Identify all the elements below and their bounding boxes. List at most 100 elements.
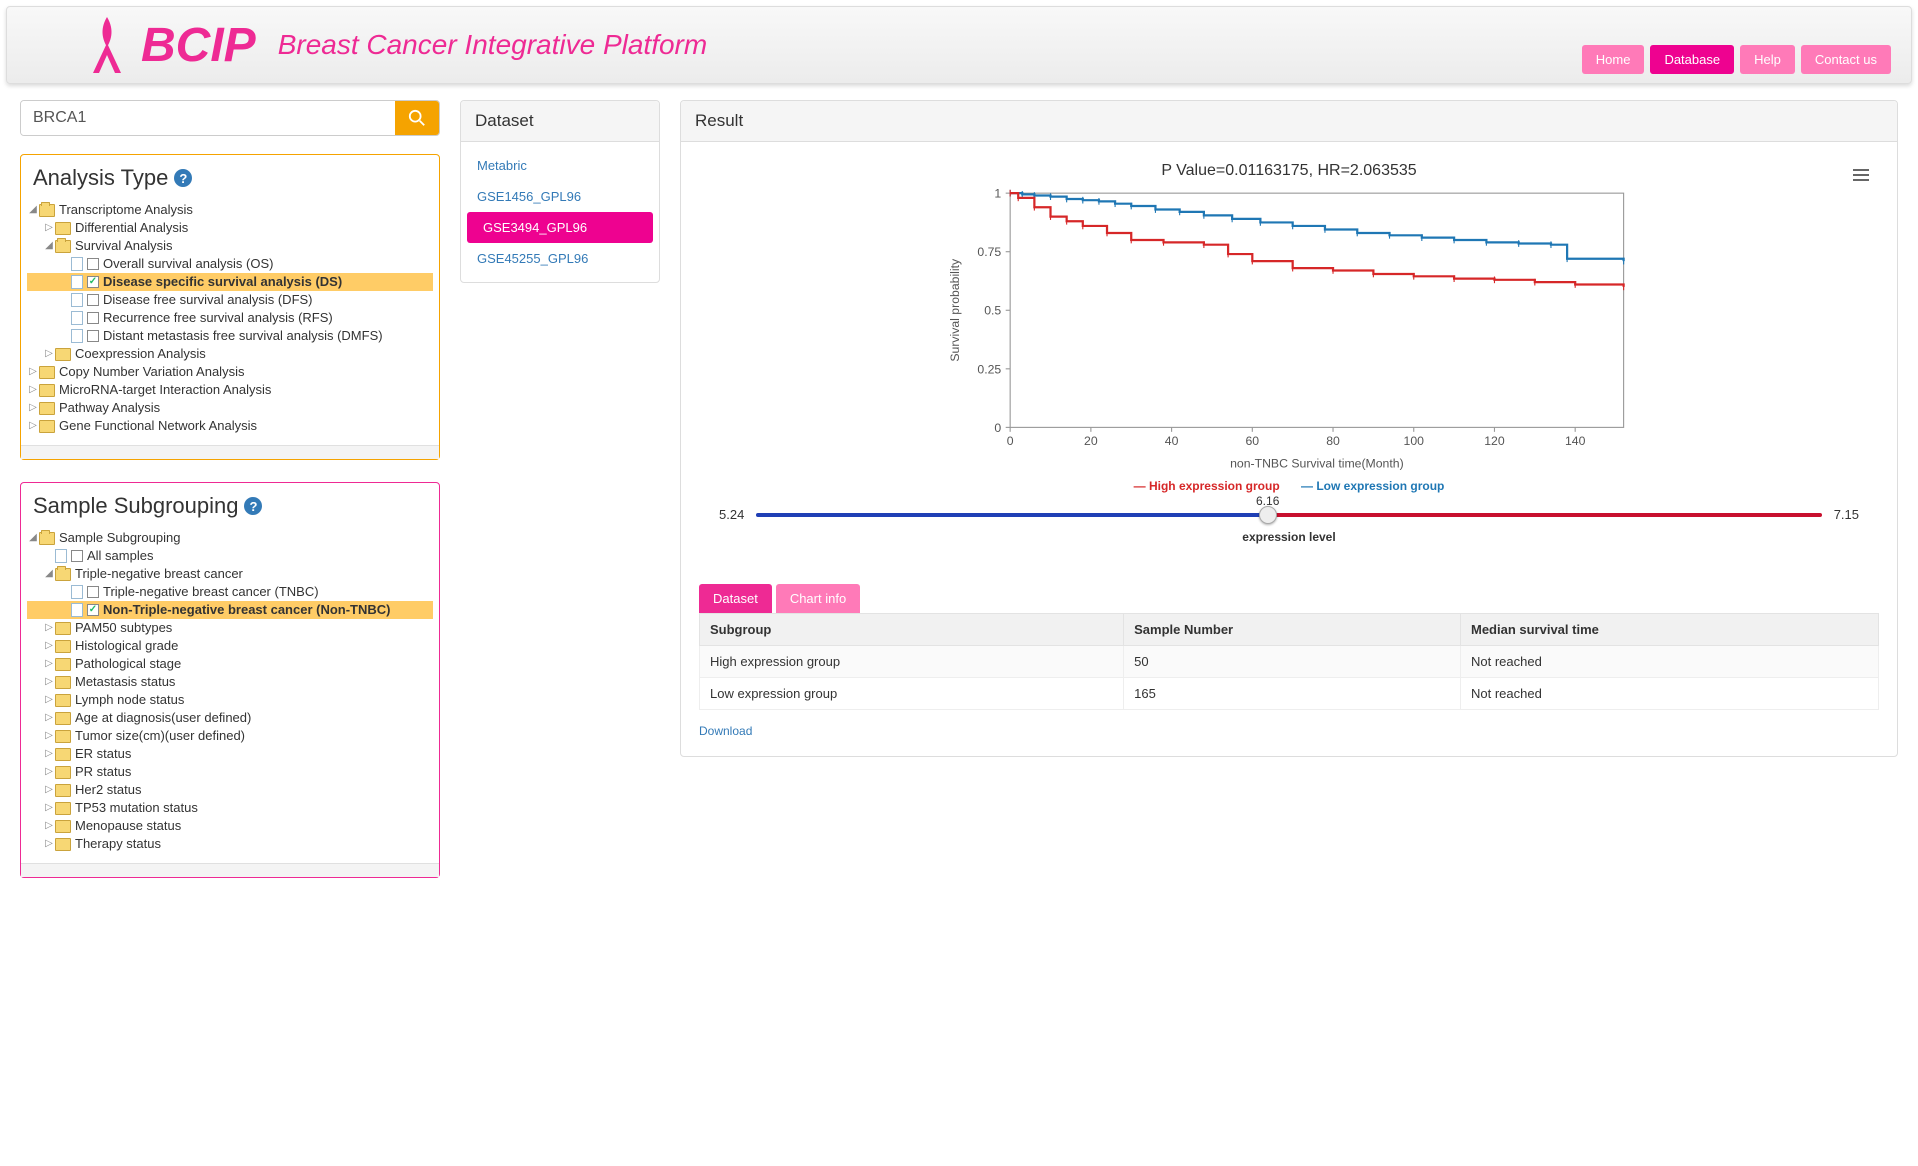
checkbox[interactable]	[71, 550, 83, 562]
tree-label: Disease free survival analysis (DFS)	[103, 291, 313, 309]
nav-database[interactable]: Database	[1650, 45, 1734, 74]
nav-contact-us[interactable]: Contact us	[1801, 45, 1891, 74]
tree-label: Age at diagnosis(user defined)	[75, 709, 251, 727]
checkbox[interactable]	[87, 330, 99, 342]
nav-home[interactable]: Home	[1582, 45, 1645, 74]
analysis-type-label: Analysis Type	[33, 165, 168, 191]
checkbox[interactable]	[87, 586, 99, 598]
tree-item[interactable]: Distant metastasis free survival analysi…	[27, 327, 433, 345]
dataset-item[interactable]: GSE1456_GPL96	[461, 181, 659, 212]
chart-title: P Value=0.01163175, HR=2.063535	[699, 162, 1879, 180]
scroll-footer	[21, 445, 439, 459]
tree-item[interactable]: ▷Age at diagnosis(user defined)	[27, 709, 433, 727]
folder-icon	[55, 784, 71, 797]
tab-chart-info[interactable]: Chart info	[776, 584, 860, 613]
tree-item[interactable]: ▷Her2 status	[27, 781, 433, 799]
folder-icon	[55, 712, 71, 725]
tree-item[interactable]: ▷Copy Number Variation Analysis	[27, 363, 433, 381]
subgroup-title: Sample Subgrouping ?	[21, 483, 439, 525]
tree-item[interactable]: ▷Menopause status	[27, 817, 433, 835]
result-table: SubgroupSample NumberMedian survival tim…	[699, 613, 1879, 710]
tree-item[interactable]: ▷Pathway Analysis	[27, 399, 433, 417]
result-panel: Result P Value=0.01163175, HR=2.063535 1…	[680, 100, 1898, 757]
tree-item[interactable]: ▷Tumor size(cm)(user defined)	[27, 727, 433, 745]
tree-item[interactable]: ▷PR status	[27, 763, 433, 781]
dataset-list: MetabricGSE1456_GPL96GSE3494_GPL96GSE452…	[461, 142, 659, 282]
help-icon[interactable]: ?	[244, 497, 262, 515]
tree-item[interactable]: Recurrence free survival analysis (RFS)	[27, 309, 433, 327]
tree-label: Pathway Analysis	[59, 399, 160, 417]
checkbox[interactable]	[87, 294, 99, 306]
folder-icon	[55, 640, 71, 653]
tree-item[interactable]: ▷ER status	[27, 745, 433, 763]
analysis-type-panel: Analysis Type ? ◢Transcriptome Analysis▷…	[20, 154, 440, 460]
tree-label: Her2 status	[75, 781, 141, 799]
svg-text:non-TNBC Survival time(Month): non-TNBC Survival time(Month)	[1230, 457, 1404, 471]
checkbox[interactable]: ✓	[87, 276, 99, 288]
folder-icon	[55, 658, 71, 671]
result-tabs: DatasetChart info	[699, 584, 1879, 613]
dataset-item[interactable]: Metabric	[461, 150, 659, 181]
help-icon[interactable]: ?	[174, 169, 192, 187]
checkbox[interactable]: ✓	[87, 604, 99, 616]
tree-label: MicroRNA-target Interaction Analysis	[59, 381, 271, 399]
tree-item[interactable]: ▷Coexpression Analysis	[27, 345, 433, 363]
svg-text:0.25: 0.25	[977, 362, 1001, 376]
tree-item[interactable]: Overall survival analysis (OS)	[27, 255, 433, 273]
subgroup-tree: ◢Sample SubgroupingAll samples◢Triple-ne…	[21, 525, 439, 863]
folder-icon	[55, 240, 71, 253]
subgroup-panel: Sample Subgrouping ? ◢Sample Subgrouping…	[20, 482, 440, 878]
tree-item[interactable]: All samples	[27, 547, 433, 565]
tree-label: Survival Analysis	[75, 237, 173, 255]
analysis-tree: ◢Transcriptome Analysis▷Differential Ana…	[21, 197, 439, 445]
checkbox[interactable]	[87, 312, 99, 324]
tree-item[interactable]: ▷Pathological stage	[27, 655, 433, 673]
tree-item[interactable]: ▷Histological grade	[27, 637, 433, 655]
expression-slider[interactable]: 5.24 6.16 7.15	[719, 507, 1859, 522]
folder-icon	[55, 348, 71, 361]
nav-help[interactable]: Help	[1740, 45, 1795, 74]
tree-item[interactable]: ▷PAM50 subtypes	[27, 619, 433, 637]
folder-icon	[55, 748, 71, 761]
slider-max: 7.15	[1834, 507, 1859, 522]
tree-item[interactable]: ✓Disease specific survival analysis (DS)	[27, 273, 433, 291]
chart-legend: — High expression group — Low expression…	[699, 479, 1879, 493]
tree-item[interactable]: ▷MicroRNA-target Interaction Analysis	[27, 381, 433, 399]
tree-label: TP53 mutation status	[75, 799, 198, 817]
tree-item[interactable]: ▷Metastasis status	[27, 673, 433, 691]
tree-label: Gene Functional Network Analysis	[59, 417, 257, 435]
slider-track[interactable]: 6.16	[756, 510, 1821, 520]
search-input[interactable]	[21, 101, 395, 135]
doc-icon	[55, 549, 67, 563]
tree-label: Sample Subgrouping	[59, 529, 180, 547]
slider-knob[interactable]	[1259, 506, 1277, 524]
tree-item[interactable]: ▷Lymph node status	[27, 691, 433, 709]
svg-text:Survival probability: Survival probability	[948, 258, 962, 362]
tree-label: Triple-negative breast cancer (TNBC)	[103, 583, 319, 601]
checkbox[interactable]	[87, 258, 99, 270]
tree-item[interactable]: ◢Transcriptome Analysis	[27, 201, 433, 219]
tree-item[interactable]: ▷Differential Analysis	[27, 219, 433, 237]
legend-high: — High expression group	[1134, 479, 1280, 493]
chart-menu-icon[interactable]	[1853, 166, 1869, 184]
folder-icon	[39, 420, 55, 433]
tree-item[interactable]: ◢Triple-negative breast cancer	[27, 565, 433, 583]
tree-item[interactable]: Triple-negative breast cancer (TNBC)	[27, 583, 433, 601]
dataset-item[interactable]: GSE3494_GPL96	[467, 212, 653, 243]
download-link[interactable]: Download	[699, 724, 752, 738]
tree-item[interactable]: ▷Therapy status	[27, 835, 433, 853]
folder-icon	[55, 622, 71, 635]
tree-item[interactable]: ▷Gene Functional Network Analysis	[27, 417, 433, 435]
tree-item[interactable]: Disease free survival analysis (DFS)	[27, 291, 433, 309]
tree-item[interactable]: ◢Survival Analysis	[27, 237, 433, 255]
tree-label: ER status	[75, 745, 131, 763]
doc-icon	[71, 585, 83, 599]
dataset-item[interactable]: GSE45255_GPL96	[461, 243, 659, 274]
search-button[interactable]	[395, 101, 439, 135]
svg-text:140: 140	[1565, 434, 1586, 448]
tree-item[interactable]: ✓Non-Triple-negative breast cancer (Non-…	[27, 601, 433, 619]
tree-item[interactable]: ▷TP53 mutation status	[27, 799, 433, 817]
tab-dataset[interactable]: Dataset	[699, 584, 772, 613]
header: BCIP Breast Cancer Integrative Platform …	[6, 6, 1912, 84]
tree-item[interactable]: ◢Sample Subgrouping	[27, 529, 433, 547]
